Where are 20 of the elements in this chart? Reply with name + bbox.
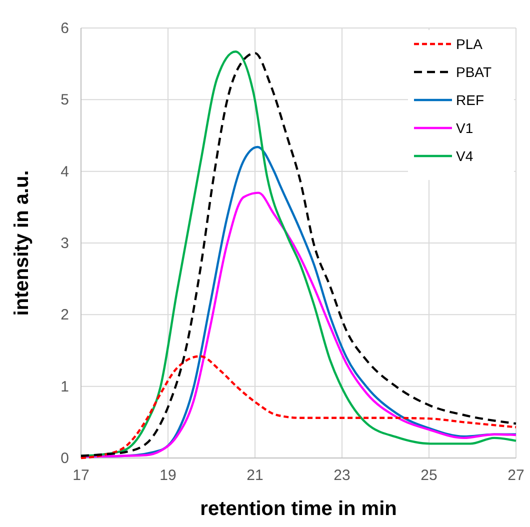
y-tick-label: 0 xyxy=(60,450,69,467)
x-tick-label: 23 xyxy=(334,467,350,484)
legend-label: V1 xyxy=(456,120,474,136)
x-tick-label: 17 xyxy=(72,467,90,484)
y-axis-title: intensity in a.u. xyxy=(11,170,33,316)
y-tick-label: 4 xyxy=(60,163,69,180)
x-tick-label: 21 xyxy=(246,467,264,484)
y-tick-label: 2 xyxy=(60,306,69,324)
y-tick-label: 6 xyxy=(60,20,69,37)
x-tick-label: 27 xyxy=(508,467,524,484)
legend-label: REF xyxy=(456,92,484,108)
legend-label: PLA xyxy=(456,36,484,52)
y-tick-label: 3 xyxy=(60,235,69,252)
x-tick-label: 25 xyxy=(420,467,438,484)
y-tick-label: 5 xyxy=(60,92,69,109)
legend-label: V4 xyxy=(456,148,474,164)
x-tick-label: 19 xyxy=(160,467,176,484)
y-tick-label: 1 xyxy=(60,378,69,396)
x-axis-title: retention time in min xyxy=(200,498,397,520)
legend-label: PBAT xyxy=(456,64,492,80)
